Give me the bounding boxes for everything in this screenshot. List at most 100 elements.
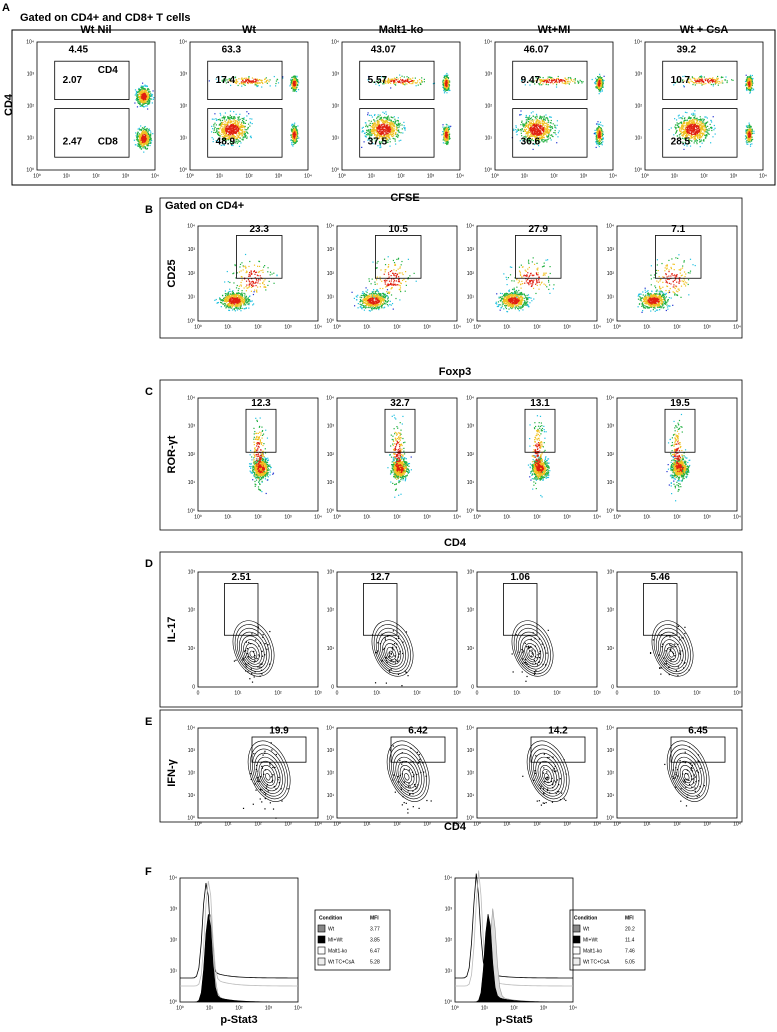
event-dot (524, 125, 527, 127)
event-dot (386, 118, 388, 120)
event-dot (294, 134, 296, 136)
event-dot (690, 133, 692, 135)
event-dot (138, 129, 141, 131)
event-dot (702, 125, 704, 128)
event-dot (388, 129, 390, 132)
event-dot (235, 113, 237, 115)
event-dot (292, 136, 295, 138)
event-dot (140, 145, 142, 147)
event-dot (218, 138, 220, 140)
event-dot (443, 82, 445, 84)
event-dot (598, 79, 600, 82)
event-dot (686, 126, 688, 129)
event-dot (675, 124, 677, 126)
event-dot (689, 134, 691, 136)
event-dot (379, 124, 381, 126)
event-dot (291, 143, 293, 145)
event-dot (594, 133, 596, 135)
event-dot (689, 139, 691, 141)
event-dot (694, 138, 696, 140)
event-dot (245, 134, 247, 137)
event-dot (293, 124, 296, 126)
event-dot (138, 97, 141, 99)
event-dot (390, 123, 392, 125)
event-dot (381, 123, 383, 126)
event-dot (541, 116, 544, 118)
event-dot (380, 126, 382, 128)
event-dot (232, 130, 235, 132)
event-dot (539, 134, 542, 136)
event-dot (687, 130, 689, 132)
event-dot (369, 129, 371, 131)
event-dot (696, 120, 698, 122)
event-dot (690, 120, 692, 122)
event-dot (293, 79, 295, 81)
event-dot (555, 84, 558, 86)
event-dot (705, 134, 707, 137)
event-dot (544, 132, 546, 135)
event-dot (146, 97, 148, 99)
event-dot (379, 130, 381, 133)
event-dot (229, 110, 232, 112)
event-dot (689, 145, 692, 147)
event-dot (385, 129, 387, 131)
event-dot (386, 135, 388, 138)
event-dot (224, 138, 226, 141)
event-dot (143, 151, 145, 153)
event-dot (291, 83, 293, 85)
event-dot (446, 92, 448, 94)
event-dot (562, 79, 564, 81)
event-dot (385, 119, 387, 122)
event-dot (225, 133, 227, 136)
event-dot (144, 125, 146, 128)
event-dot (598, 143, 601, 145)
event-dot (234, 136, 237, 138)
event-dot (443, 76, 445, 79)
event-dot (377, 131, 380, 133)
event-dot (374, 128, 376, 131)
event-dot (389, 126, 391, 128)
event-dot (219, 120, 222, 122)
event-dot (369, 137, 371, 140)
event-dot (705, 116, 707, 118)
event-dot (543, 136, 545, 138)
event-dot (234, 132, 236, 134)
event-dot (700, 119, 703, 121)
event-dot (450, 125, 452, 127)
event-dot (694, 123, 697, 125)
gate (512, 108, 588, 158)
event-dot (600, 78, 602, 81)
event-dot (294, 132, 296, 134)
event-dot (294, 79, 296, 81)
event-dot (380, 129, 382, 131)
event-dot (255, 78, 257, 80)
event-dot (140, 100, 142, 102)
event-dot (550, 78, 553, 80)
event-dot (692, 133, 695, 135)
event-dot (140, 139, 142, 141)
event-dot (374, 126, 376, 129)
event-dot (602, 82, 604, 84)
event-dot (373, 138, 375, 140)
event-dot (596, 129, 598, 131)
gate-value: 48.9 (216, 136, 236, 147)
event-dot (369, 132, 372, 134)
event-dot (442, 139, 444, 141)
event-dot (570, 78, 572, 81)
event-dot (536, 132, 538, 134)
event-dot (225, 132, 228, 134)
event-dot (235, 82, 237, 84)
event-dot (690, 127, 692, 129)
event-dot (151, 98, 153, 100)
event-dot (531, 137, 533, 140)
event-dot (544, 127, 546, 129)
event-dot (295, 83, 297, 86)
event-dot (695, 131, 697, 133)
event-dot (145, 139, 147, 141)
event-dot (295, 125, 297, 128)
event-dot (140, 100, 142, 102)
event-dot (388, 131, 390, 133)
event-dot (541, 121, 544, 123)
event-dot (700, 119, 702, 122)
event-dot (694, 137, 697, 140)
